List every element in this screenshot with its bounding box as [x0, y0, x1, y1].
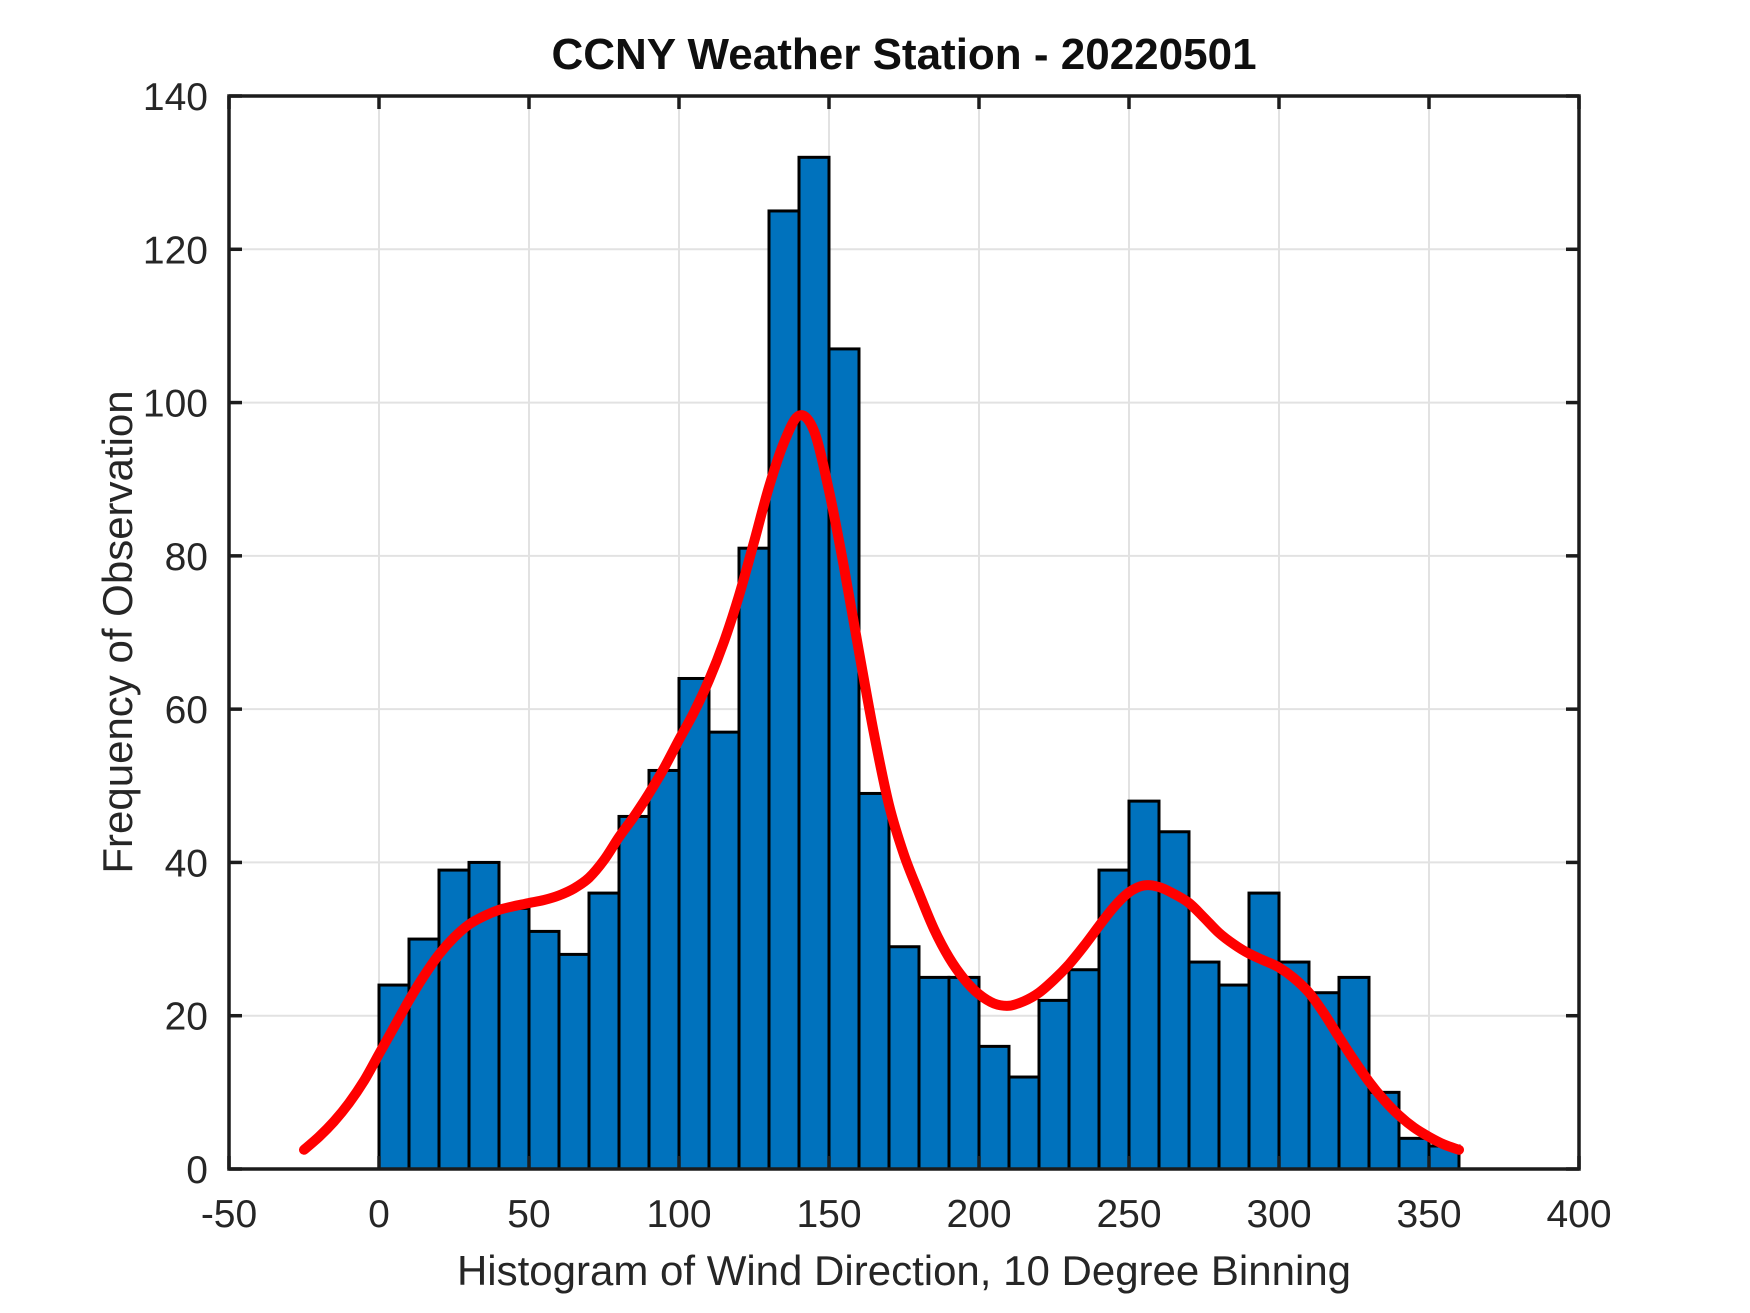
x-tick-label: -50	[201, 1193, 257, 1236]
x-tick-label: 200	[946, 1193, 1011, 1236]
histogram-bar	[797, 155, 831, 1171]
histogram-bar	[497, 906, 531, 1171]
x-tick-label: 300	[1246, 1193, 1311, 1236]
y-tick-label: 140	[143, 76, 208, 119]
y-tick-label: 0	[186, 1149, 208, 1192]
x-axis-label: Histogram of Wind Direction, 10 Degree B…	[456, 1247, 1352, 1294]
histogram-bar	[857, 791, 891, 1171]
fit-curve	[299, 410, 1464, 1155]
y-tick-label: 40	[165, 842, 208, 885]
histogram-bar	[917, 975, 951, 1171]
histogram-bar	[1247, 891, 1281, 1171]
x-tick-label: 350	[1396, 1193, 1461, 1236]
histogram-bar	[977, 1044, 1011, 1171]
histogram-bar	[707, 730, 741, 1171]
chart-title: CCNY Weather Station - 20220501	[551, 30, 1257, 79]
histogram-bar	[1397, 1136, 1431, 1171]
histogram-bar	[737, 546, 771, 1171]
histogram-bar	[1007, 1075, 1041, 1171]
y-tick-label: 120	[143, 229, 208, 272]
axes-box	[227, 94, 1581, 1171]
histogram-bar	[827, 347, 861, 1171]
x-tick-label: 400	[1546, 1193, 1611, 1236]
histogram-bar	[887, 945, 921, 1171]
histogram-bar	[1187, 960, 1221, 1171]
histogram-bar	[767, 209, 801, 1171]
y-tick-label: 20	[165, 996, 208, 1039]
histogram-bar	[1157, 830, 1191, 1171]
histogram-bar	[587, 891, 621, 1171]
y-tick-label: 100	[143, 383, 208, 426]
histogram-bar	[617, 814, 651, 1171]
histogram-bar	[647, 768, 681, 1171]
histogram-bar	[677, 676, 711, 1171]
histogram-bar	[437, 868, 471, 1171]
histogram-bar	[947, 975, 981, 1171]
histogram-bar	[527, 929, 561, 1171]
x-tick-label: 50	[507, 1193, 550, 1236]
y-tick-label: 80	[165, 536, 208, 579]
x-tick-label: 100	[646, 1193, 711, 1236]
y-tick-label: 60	[165, 689, 208, 732]
x-tick-label: 0	[368, 1193, 390, 1236]
x-tick-label: 150	[796, 1193, 861, 1236]
x-tick-label: 250	[1096, 1193, 1161, 1236]
histogram-bar	[557, 952, 591, 1171]
histogram-bar	[1127, 799, 1161, 1171]
histogram-bar	[1217, 983, 1251, 1171]
histogram-bar	[1037, 998, 1071, 1171]
histogram-bar	[1067, 968, 1101, 1171]
